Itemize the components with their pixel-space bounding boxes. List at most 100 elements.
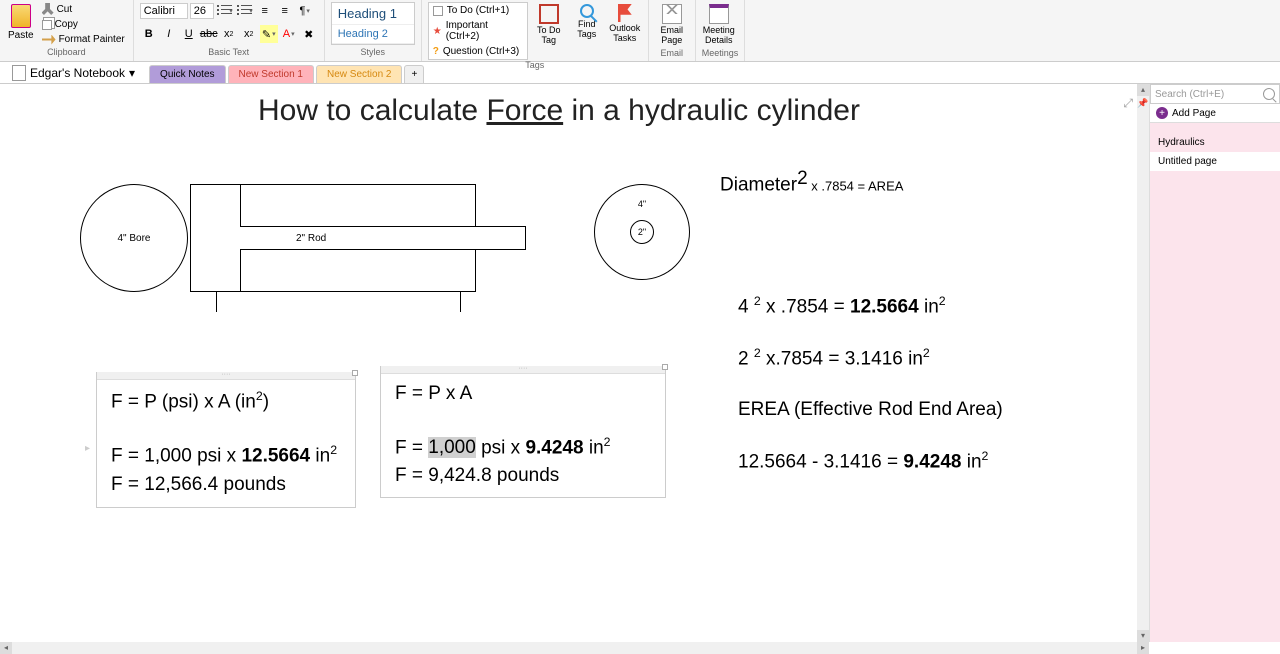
tags-gallery[interactable]: To Do (Ctrl+1) ★Important (Ctrl+2) ?Ques…	[428, 2, 528, 60]
todo-tag-button[interactable]: To Do Tag	[532, 2, 566, 48]
tag-question[interactable]: ?Question (Ctrl+3)	[429, 44, 527, 59]
italic-button[interactable]: I	[160, 25, 178, 43]
numbering-icon	[237, 5, 248, 17]
box-handle[interactable]: ····	[381, 366, 665, 374]
bullet-marker: ▸	[85, 443, 90, 454]
bore-circle: 4" Bore	[80, 184, 188, 292]
box-grip[interactable]	[352, 370, 358, 376]
bullets-icon	[217, 5, 228, 17]
align-button[interactable]: ¶	[296, 2, 314, 20]
subscript-button[interactable]: x2	[220, 25, 238, 43]
outer-dia-label: 4"	[638, 199, 646, 209]
email-group: Email Page Email	[649, 0, 696, 61]
formula-line: F = 1,000 psi x 12.5664 in2	[111, 443, 341, 467]
format-painter-icon	[42, 35, 56, 45]
calc-line: 4 2 x .7854 = 12.5664 in2	[738, 294, 1003, 318]
formula-line: F = 12,566.4 pounds	[111, 474, 341, 496]
cut-button[interactable]: Cut	[40, 2, 127, 16]
add-page-button[interactable]: + Add Page	[1150, 104, 1280, 123]
area-formula: Diameter2 x .7854 = AREA	[720, 168, 903, 197]
horizontal-scrollbar[interactable]: ◂ ▸	[0, 642, 1149, 654]
paste-label: Paste	[8, 30, 34, 41]
meeting-details-button[interactable]: Meeting Details	[702, 2, 736, 48]
calc-box-1[interactable]: ···· ▸ F = P (psi) x A (in2) F = 1,000 p…	[96, 372, 356, 508]
notebook-selector[interactable]: Edgar's Notebook ▾	[6, 63, 141, 83]
calc-box-2[interactable]: ···· F = P x A F = 1,000 psi x 9.4248 in…	[380, 366, 666, 498]
page-item-untitled[interactable]: Untitled page	[1150, 152, 1280, 171]
calc-line: EREA (Effective Rod End Area)	[738, 399, 1003, 421]
vertical-scrollbar[interactable]: ▴ 📌 ▾	[1137, 84, 1149, 642]
formula-line: F = 1,000 psi x 9.4248 in2	[395, 435, 651, 459]
rod-end-circle: 4" 2"	[594, 184, 690, 280]
numbering-button[interactable]	[236, 2, 254, 20]
cylinder-leg	[460, 292, 461, 312]
expand-icon[interactable]: ⤢	[1123, 96, 1133, 111]
scroll-right-icon[interactable]: ▸	[1137, 642, 1149, 654]
styles-label: Styles	[331, 47, 415, 59]
bold-button[interactable]: B	[140, 25, 158, 43]
checkbox-icon	[433, 6, 443, 16]
font-color-button[interactable]: A	[280, 25, 298, 43]
page-title: How to calculate Force in a hydraulic cy…	[258, 92, 860, 129]
font-name-select[interactable]	[140, 3, 188, 19]
scroll-up-icon[interactable]: ▴	[1137, 84, 1149, 96]
inner-circle: 2"	[630, 220, 654, 244]
meetings-group: Meeting Details Meetings	[696, 0, 746, 61]
paste-button[interactable]: Paste	[6, 2, 36, 43]
search-icon	[1263, 88, 1275, 100]
style-heading2[interactable]: Heading 2	[332, 25, 414, 44]
page-item-hydraulics[interactable]: Hydraulics	[1150, 133, 1280, 152]
copy-icon	[42, 20, 52, 30]
clipboard-group: Paste Cut Copy Format Painter Clipboard	[0, 0, 134, 61]
formula-line: F = P x A	[395, 383, 651, 405]
pin-icon[interactable]: 📌	[1137, 98, 1149, 110]
tab-quick-notes[interactable]: Quick Notes	[149, 65, 225, 83]
section-tabs: Quick Notes New Section 1 New Section 2 …	[149, 65, 424, 83]
add-section-button[interactable]: +	[404, 65, 424, 83]
style-heading1[interactable]: Heading 1	[332, 3, 414, 25]
superscript-button[interactable]: x2	[240, 25, 258, 43]
search-input[interactable]: Search (Ctrl+E)	[1150, 84, 1280, 104]
clear-format-button[interactable]: ✖	[300, 25, 318, 43]
find-icon	[580, 4, 594, 18]
page-canvas[interactable]: ⤢ How to calculate Force in a hydraulic …	[0, 84, 1149, 642]
cylinder-rod: 2" Rod	[240, 226, 526, 250]
strike-button[interactable]: abc	[200, 25, 218, 43]
star-icon: ★	[433, 26, 442, 37]
scroll-down-icon[interactable]: ▾	[1137, 630, 1149, 642]
clipboard-label: Clipboard	[6, 47, 127, 59]
tag-important[interactable]: ★Important (Ctrl+2)	[429, 18, 527, 44]
scroll-left-icon[interactable]: ◂	[0, 642, 12, 654]
calc-line: 12.5664 - 3.1416 = 9.4248 in2	[738, 449, 1003, 473]
indent-button[interactable]: ≡	[276, 2, 294, 20]
outlook-tasks-button[interactable]: Outlook Tasks	[608, 2, 642, 46]
tag-todo[interactable]: To Do (Ctrl+1)	[429, 3, 527, 18]
highlight-button[interactable]: ✎	[260, 25, 278, 43]
styles-gallery[interactable]: Heading 1 Heading 2	[331, 2, 415, 45]
notebook-name: Edgar's Notebook	[30, 66, 125, 80]
outdent-button[interactable]: ≡	[256, 2, 274, 20]
main-area: ⤢ How to calculate Force in a hydraulic …	[0, 84, 1280, 642]
box-handle[interactable]: ····	[97, 372, 355, 380]
format-painter-button[interactable]: Format Painter	[40, 33, 127, 46]
email-page-button[interactable]: Email Page	[655, 2, 689, 48]
meetings-label: Meetings	[702, 48, 739, 60]
formula-line: F = 9,424.8 pounds	[395, 465, 651, 487]
copy-button[interactable]: Copy	[40, 18, 127, 31]
tab-section-2[interactable]: New Section 2	[316, 65, 402, 83]
chevron-down-icon: ▾	[129, 66, 135, 80]
tab-section-1[interactable]: New Section 1	[228, 65, 314, 83]
basic-text-group: ≡ ≡ ¶ B I U abc x2 x2 ✎ A ✖ Basic Text	[134, 0, 325, 61]
styles-group: Heading 1 Heading 2 Styles	[325, 0, 422, 61]
font-size-select[interactable]	[190, 3, 214, 19]
formula-line: F = P (psi) x A (in2)	[111, 389, 341, 413]
tags-group: To Do (Ctrl+1) ★Important (Ctrl+2) ?Ques…	[422, 0, 649, 61]
basic-text-label: Basic Text	[140, 47, 318, 59]
ribbon: Paste Cut Copy Format Painter Clipboard …	[0, 0, 1280, 62]
bullets-button[interactable]	[216, 2, 234, 20]
find-tags-button[interactable]: Find Tags	[570, 2, 604, 42]
page-panel: Search (Ctrl+E) + Add Page Hydraulics Un…	[1149, 84, 1280, 642]
underline-button[interactable]: U	[180, 25, 198, 43]
box-grip[interactable]	[662, 364, 668, 370]
email-icon	[662, 4, 682, 24]
